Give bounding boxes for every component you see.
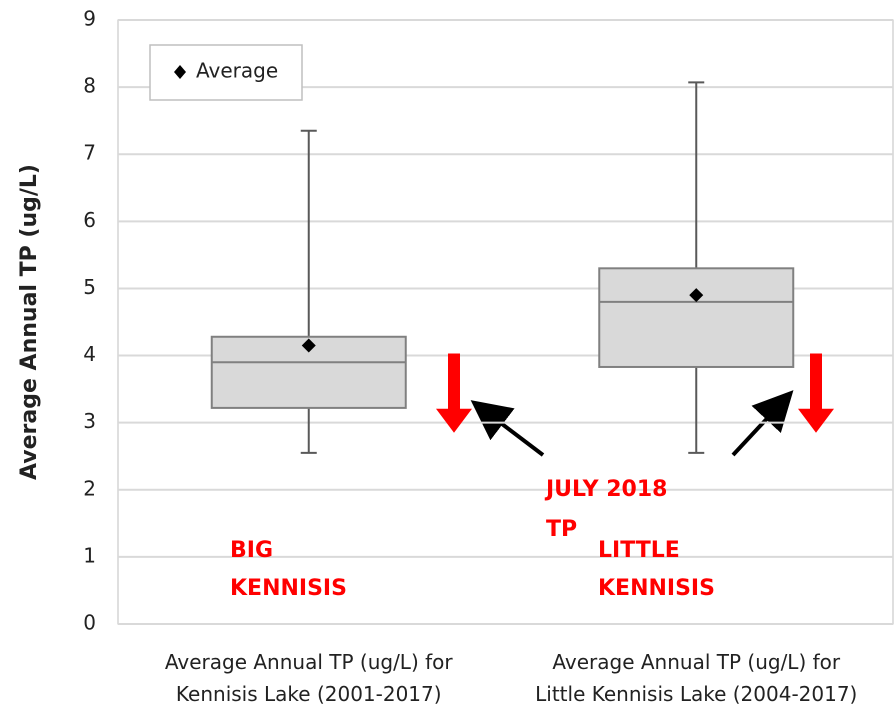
pointer-arrow: [731, 390, 794, 457]
x-tick-label-line: Average Annual TP (ug/L) for: [165, 650, 453, 674]
annotation: JULY 2018 TP: [544, 477, 667, 542]
y-tick-label: 0: [83, 611, 96, 635]
x-tick-label: Average Annual TP (ug/L) for Little Kenni…: [535, 650, 857, 706]
y-tick-label: 5: [83, 275, 96, 299]
mean-marker: [301, 338, 316, 353]
annotation-line: KENNISIS: [598, 576, 715, 601]
legend-label: Average: [196, 59, 278, 83]
y-tick-label: 9: [83, 7, 96, 31]
july-2018-arrow: [436, 353, 472, 433]
annotation-line: TP: [546, 517, 577, 542]
x-tick-label-line: Kennisis Lake (2001-2017): [176, 682, 442, 706]
y-tick-label: 2: [83, 476, 96, 500]
annotation-line: JULY 2018: [544, 477, 667, 502]
july-2018-arrow: [798, 353, 834, 433]
annotation: BIG KENNISIS: [230, 538, 347, 601]
annotation-line: KENNISIS: [230, 576, 347, 601]
legend-marker: [174, 65, 186, 79]
y-tick-label: 7: [83, 141, 96, 165]
pointer-arrow: [470, 400, 545, 457]
box: [598, 267, 795, 368]
y-tick-label: 8: [83, 74, 96, 98]
annotation-line: BIG: [230, 538, 273, 563]
x-tick-label-line: Average Annual TP (ug/L) for: [552, 650, 840, 674]
legend: Average: [149, 44, 303, 101]
x-tick-label-line: Little Kennisis Lake (2004-2017): [535, 682, 857, 706]
y-tick-label: 1: [83, 543, 96, 567]
mean-marker: [689, 288, 704, 303]
x-tick-label: Average Annual TP (ug/L) for Kennisis Lak…: [165, 650, 453, 706]
annotation: LITTLE KENNISIS: [598, 538, 715, 601]
y-axis-label: Average Annual TP (ug/L): [17, 164, 42, 480]
y-tick-label: 6: [83, 208, 96, 232]
y-tick-label: 3: [83, 409, 96, 433]
y-tick-label: 4: [83, 342, 96, 366]
annotation-line: LITTLE: [598, 538, 680, 563]
